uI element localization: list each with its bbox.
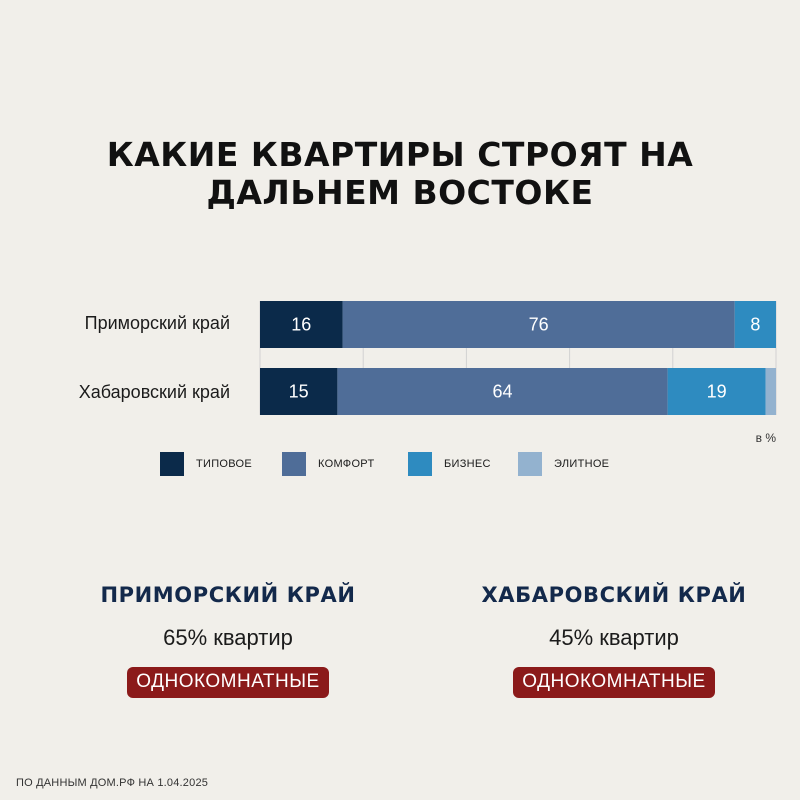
bar-segment-primorsky-1 (342, 301, 735, 348)
bar-value-label: 19 (707, 382, 727, 402)
legend-item-biznes: БИЗНЕС (408, 452, 491, 476)
bar-segment-primorsky-2 (734, 301, 776, 348)
stat-value: 65% квартир (163, 625, 293, 650)
page-title: КАКИЕ КВАРТИРЫ СТРОЯТ НА ДАЛЬНЕМ ВОСТОКЕ (0, 136, 800, 212)
legend-swatch-tipovoe (160, 452, 184, 476)
legend-swatch-komfort (282, 452, 306, 476)
stat-region-heading: ПРИМОРСКИЙ КРАЙ (100, 583, 356, 607)
stat-block-primorsky: ПРИМОРСКИЙ КРАЙ 65% квартир ОДНОКОМНАТНЫ… (68, 580, 388, 698)
bar-value-label: 8 (750, 315, 760, 335)
stat-block-khabarovsky: ХАБАРОВСКИЙ КРАЙ 45% квартир ОДНОКОМНАТН… (454, 580, 774, 698)
unit-label: в % (755, 431, 776, 445)
legend-label-elitnoe: ЭЛИТНОЕ (554, 458, 610, 470)
stat-region-heading: ХАБАРОВСКИЙ КРАЙ (481, 583, 747, 607)
stat-value: 45% квартир (549, 625, 679, 650)
stat-badge: ОДНОКОМНАТНЫЕ (127, 667, 329, 698)
row-label-primorsky: Приморский край (84, 313, 230, 333)
legend-item-elitnoe: ЭЛИТНОЕ (518, 452, 609, 476)
legend-swatch-elitnoe (518, 452, 542, 476)
legend-label-komfort: КОМФОРТ (318, 458, 375, 470)
stacked-bar-chart: 16 76 8 15 64 19 (259, 301, 777, 415)
source-footnote: ПО ДАННЫМ ДОМ.РФ НА 1.04.2025 (16, 777, 209, 789)
bar-segment-khabarovsky-1 (337, 368, 668, 415)
legend-item-komfort: КОМФОРТ (282, 452, 374, 476)
bar-segment-khabarovsky-0 (260, 368, 338, 415)
row-label-khabarovsky: Хабаровский край (78, 382, 230, 402)
legend-swatch-biznes (408, 452, 432, 476)
stat-badge: ОДНОКОМНАТНЫЕ (513, 667, 715, 698)
legend-label-tipovoe: ТИПОВОЕ (196, 458, 253, 470)
bar-value-label: 16 (291, 315, 311, 335)
bar-segment-primorsky-0 (260, 301, 343, 348)
title-line-2: ДАЛЬНЕМ ВОСТОКЕ (206, 173, 594, 212)
bar-value-label: 64 (493, 382, 513, 402)
legend-label-biznes: БИЗНЕС (444, 458, 491, 470)
bar-segment-khabarovsky-3 (765, 368, 776, 415)
bar-value-label: 76 (529, 315, 549, 335)
title-line-1: КАКИЕ КВАРТИРЫ СТРОЯТ НА (106, 135, 694, 174)
bar-value-label: 15 (289, 382, 309, 402)
bar-segment-khabarovsky-2 (667, 368, 766, 415)
legend-item-tipovoe: ТИПОВОЕ (160, 452, 252, 476)
